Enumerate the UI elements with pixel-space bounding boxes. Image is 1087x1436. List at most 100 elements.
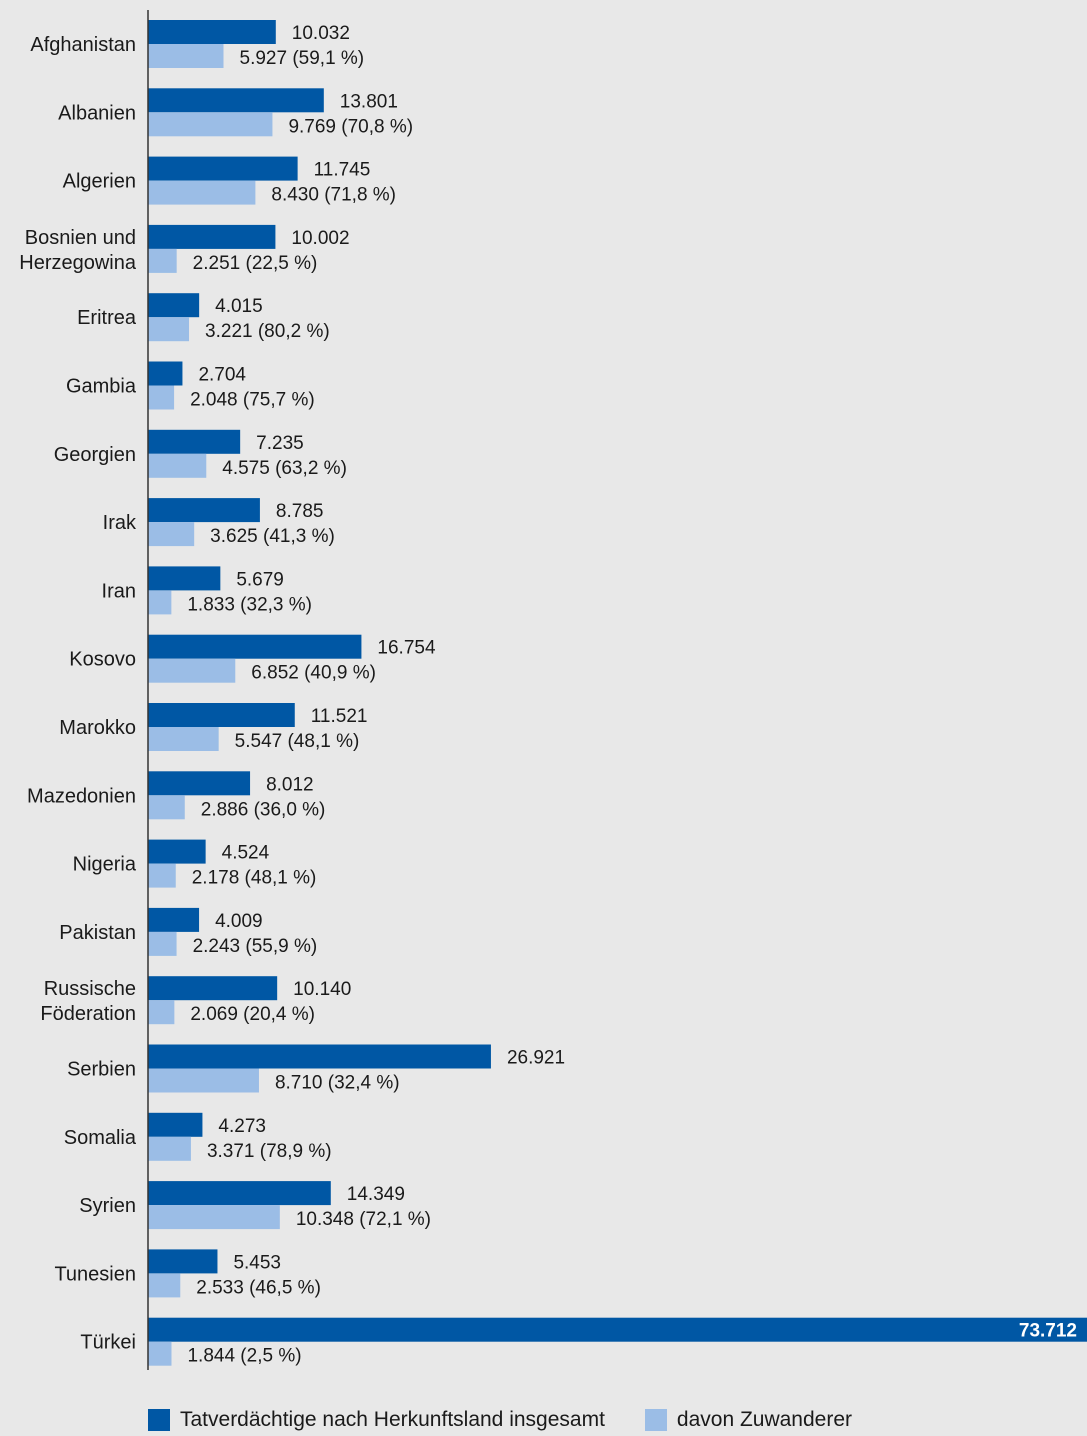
bar-total — [148, 293, 200, 318]
data-label-total: 4.273 — [218, 1116, 266, 1137]
bar-zuwanderer — [148, 727, 219, 751]
bar-total — [148, 498, 260, 523]
bar-total — [148, 156, 298, 181]
data-label-zuwanderer: 4.575 (63,2 %) — [222, 458, 347, 479]
category-label: Somalia — [64, 1127, 137, 1149]
legend: Tatverdächtige nach Herkunftsland insges… — [148, 1406, 892, 1434]
data-label-total: 4.524 — [222, 843, 270, 864]
bar-zuwanderer — [148, 863, 176, 888]
data-label-zuwanderer: 6.852 (40,9 %) — [251, 663, 376, 684]
bar-total — [148, 1249, 218, 1274]
bar-total — [148, 634, 362, 659]
legend-label-zuwanderer: davon Zuwanderer — [676, 1408, 853, 1431]
data-label-total: 8.785 — [276, 501, 324, 522]
category-label: Tunesien — [54, 1263, 136, 1285]
bar-zuwanderer — [148, 1341, 172, 1366]
category-label: Herzegowina — [19, 252, 137, 274]
category-label: Mazedonien — [27, 785, 136, 807]
data-label-zuwanderer: 5.547 (48,1 %) — [235, 731, 360, 752]
legend-swatch-zuwanderer — [644, 1409, 667, 1431]
data-label-zuwanderer: 8.710 (32,4 %) — [275, 1073, 400, 1094]
category-label: Russische — [44, 978, 136, 1000]
bar-total — [148, 771, 251, 796]
data-label-total: 7.235 — [256, 433, 304, 454]
bar-zuwanderer — [148, 317, 190, 342]
data-label-zuwanderer: 1.844 (2,5 %) — [187, 1346, 301, 1367]
data-label-zuwanderer: 2.069 (20,4 %) — [190, 1004, 315, 1025]
bar-zuwanderer — [148, 180, 256, 205]
category-label: Kosovo — [69, 649, 136, 671]
category-label: Pakistan — [59, 922, 136, 944]
data-label-total: 8.012 — [266, 774, 314, 795]
data-label-total: 2.704 — [198, 365, 246, 386]
bar-zuwanderer — [148, 1273, 181, 1298]
data-label-total: 4.015 — [215, 296, 263, 317]
category-label: Föderation — [40, 1003, 136, 1025]
bar-zuwanderer — [148, 522, 195, 547]
data-label-total: 10.002 — [291, 228, 349, 249]
bar-zuwanderer — [148, 385, 175, 410]
bar-total — [148, 88, 324, 113]
data-label-total: 14.349 — [347, 1184, 405, 1205]
category-label: Bosnien und — [25, 227, 136, 249]
category-label: Eritrea — [77, 307, 137, 329]
bar-total — [148, 703, 295, 727]
bar-chart: 10.032 5.927 (59,1 %) Afghanistan 13.801 9.7… — [19, 10, 1087, 1370]
data-label-total: 4.009 — [215, 911, 263, 932]
data-label-total: 5.679 — [236, 569, 284, 590]
bar-total — [148, 907, 200, 932]
category-label: Albanien — [58, 102, 136, 124]
bar-total — [148, 1044, 491, 1069]
data-label-total: 26.921 — [507, 1048, 565, 1069]
legend-label-total: Tatverdächtige nach Herkunftsland insges… — [180, 1408, 605, 1431]
bar-zuwanderer — [148, 453, 207, 478]
category-label: Irak — [103, 512, 137, 534]
data-label-zuwanderer: 2.243 (55,9 %) — [193, 936, 318, 957]
data-label-total: 73.712 — [1019, 1321, 1077, 1342]
legend-swatch-total — [148, 1409, 170, 1431]
bar-total — [148, 224, 276, 249]
data-label-zuwanderer: 2.251 (22,5 %) — [193, 253, 318, 274]
bar-total — [148, 1112, 203, 1137]
bar-zuwanderer — [148, 1136, 191, 1161]
data-label-zuwanderer: 2.048 (75,7 %) — [190, 390, 315, 411]
data-label-total: 11.521 — [311, 706, 368, 727]
data-label-zuwanderer: 3.371 (78,9 %) — [207, 1141, 332, 1162]
bar-zuwanderer — [148, 1068, 259, 1093]
legend-item-zuwanderer: davon Zuwanderer — [644, 1408, 853, 1432]
legend-item-total: Tatverdächtige nach Herkunftsland insges… — [148, 1408, 605, 1432]
bar-zuwanderer — [148, 1000, 175, 1025]
data-label-total: 10.140 — [293, 979, 351, 1000]
data-label-zuwanderer: 8.430 (71,8 %) — [271, 185, 396, 206]
data-label-total: 11.745 — [314, 160, 371, 181]
data-label-zuwanderer: 2.178 (48,1 %) — [192, 868, 317, 889]
data-label-zuwanderer: 3.221 (80,2 %) — [205, 321, 330, 342]
data-label-zuwanderer: 9.769 (70,8 %) — [288, 116, 413, 137]
bar-zuwanderer — [148, 931, 177, 956]
bar-total — [148, 1181, 331, 1206]
data-label-total: 10.032 — [292, 23, 350, 44]
bar-zuwanderer — [148, 1205, 280, 1230]
category-label: Afghanistan — [30, 34, 136, 56]
bar-total — [148, 429, 241, 454]
bar-zuwanderer — [148, 590, 172, 615]
bar-zuwanderer — [148, 795, 185, 820]
category-label: Marokko — [59, 717, 136, 739]
category-label: Serbien — [67, 1059, 136, 1081]
bar-zuwanderer — [148, 248, 177, 273]
data-label-total: 16.754 — [377, 638, 436, 659]
bar-zuwanderer — [148, 658, 236, 683]
category-label: Syrien — [79, 1195, 136, 1217]
data-label-zuwanderer: 2.533 (46,5 %) — [196, 1277, 321, 1298]
data-label-zuwanderer: 5.927 (59,1 %) — [240, 48, 365, 69]
bar-zuwanderer — [148, 44, 224, 68]
data-label-zuwanderer: 1.833 (32,3 %) — [187, 594, 312, 615]
category-label: Algerien — [63, 171, 136, 193]
bar-zuwanderer — [148, 112, 273, 137]
category-label: Nigeria — [73, 854, 137, 876]
bar-total — [148, 976, 278, 1001]
data-label-total: 5.453 — [233, 1252, 281, 1273]
bar-total — [148, 20, 276, 44]
bar-total — [148, 1317, 1087, 1342]
bar-total — [148, 361, 183, 386]
